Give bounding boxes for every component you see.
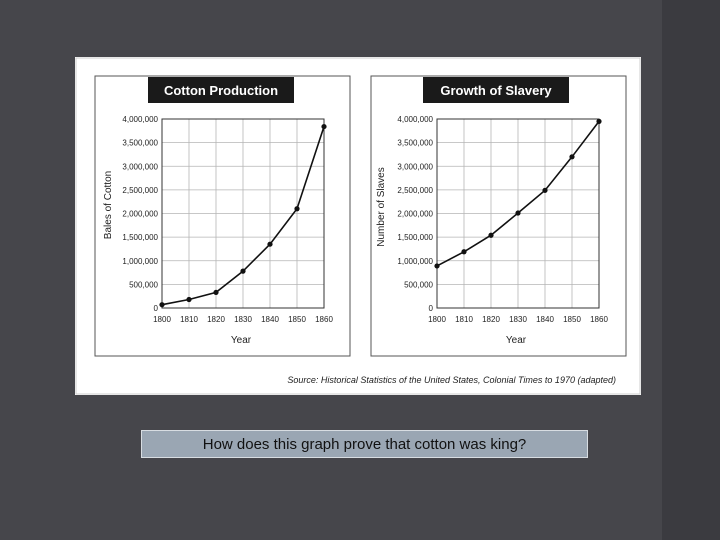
x-tick-label: 1800 — [153, 315, 171, 324]
plot-frame — [161, 118, 325, 309]
data-point — [515, 210, 521, 216]
chart-title: Cotton Production — [164, 83, 278, 98]
y-tick-label: 4,000,000 — [397, 115, 433, 124]
y-tick-label: 0 — [429, 304, 434, 313]
data-point — [267, 241, 273, 247]
x-axis-label: Year — [506, 335, 527, 346]
data-point — [596, 118, 602, 124]
data-point — [159, 302, 165, 308]
data-point — [434, 263, 440, 269]
y-tick-label: 500,000 — [404, 280, 433, 289]
data-point — [186, 296, 192, 303]
title-banner — [423, 77, 569, 103]
y-tick-label: 3,500,000 — [122, 139, 158, 148]
panel-border — [370, 75, 627, 357]
y-tick-label: 1,000,000 — [397, 257, 433, 266]
chart-figure: Cotton Production Bales of Cotton Year 0… — [75, 57, 641, 395]
y-tick-label: 1,000,000 — [122, 257, 158, 266]
slide-side-strip — [662, 0, 720, 540]
figure-frame — [75, 57, 641, 395]
y-tick-label: 3,500,000 — [397, 139, 433, 148]
data-point — [240, 268, 246, 274]
title-banner — [148, 77, 294, 103]
data-point — [461, 249, 467, 255]
x-tick-label: 1830 — [509, 315, 527, 324]
question-box: How does this graph prove that cotton wa… — [141, 430, 588, 458]
source-note: Source: Historical Statistics of the Uni… — [287, 375, 616, 385]
y-tick-label: 2,500,000 — [397, 186, 433, 195]
panel-border — [94, 75, 351, 357]
y-axis-label: Bales of Cotton — [103, 171, 114, 239]
y-tick-label: 4,000,000 — [122, 115, 158, 124]
x-axis-label: Year — [231, 335, 252, 346]
data-point — [542, 187, 548, 193]
question-text: How does this graph prove that cotton wa… — [202, 435, 527, 453]
y-tick-label: 3,000,000 — [397, 162, 433, 171]
data-point — [294, 206, 300, 212]
plot-area: 0 500,000 1,000,000 1,500,000 2,000,000 2,500… — [122, 115, 333, 324]
chart-title: Growth of Slavery — [440, 83, 552, 98]
data-point — [488, 232, 494, 238]
y-tick-label: 2,500,000 — [122, 186, 158, 195]
y-tick-label: 2,000,000 — [397, 210, 433, 219]
y-tick-label: 2,000,000 — [122, 210, 158, 219]
y-tick-label: 0 — [154, 304, 159, 313]
y-tick-label: 3,000,000 — [122, 162, 158, 171]
x-tick-label: 1850 — [563, 315, 581, 324]
charts-svg: Cotton Production Bales of Cotton Year 0… — [75, 57, 641, 395]
plot-frame — [436, 118, 600, 309]
x-tick-label: 1820 — [207, 315, 225, 324]
y-tick-label: 1,500,000 — [122, 233, 158, 242]
x-tick-label: 1860 — [590, 315, 608, 324]
plot-area: 0 500,000 1,000,000 1,500,000 2,000,000 2,500… — [397, 115, 608, 324]
x-tick-label: 1850 — [288, 315, 306, 324]
x-tick-label: 1830 — [234, 315, 252, 324]
x-tick-label: 1800 — [428, 315, 446, 324]
x-tick-label: 1840 — [536, 315, 554, 324]
growth-of-slavery-panel: Growth of Slavery Number of Slaves Year … — [370, 75, 627, 357]
y-tick-label: 1,500,000 — [397, 233, 433, 242]
x-tick-label: 1810 — [180, 315, 198, 324]
y-tick-label: 500,000 — [129, 280, 158, 289]
data-point — [569, 154, 575, 160]
data-point — [321, 123, 327, 130]
x-tick-label: 1860 — [315, 315, 333, 324]
y-axis-label: Number of Slaves — [376, 167, 387, 246]
cotton-production-panel: Cotton Production Bales of Cotton Year 0… — [94, 75, 351, 357]
data-point — [213, 289, 219, 296]
x-tick-label: 1820 — [482, 315, 500, 324]
x-tick-label: 1840 — [261, 315, 279, 324]
x-tick-label: 1810 — [455, 315, 473, 324]
